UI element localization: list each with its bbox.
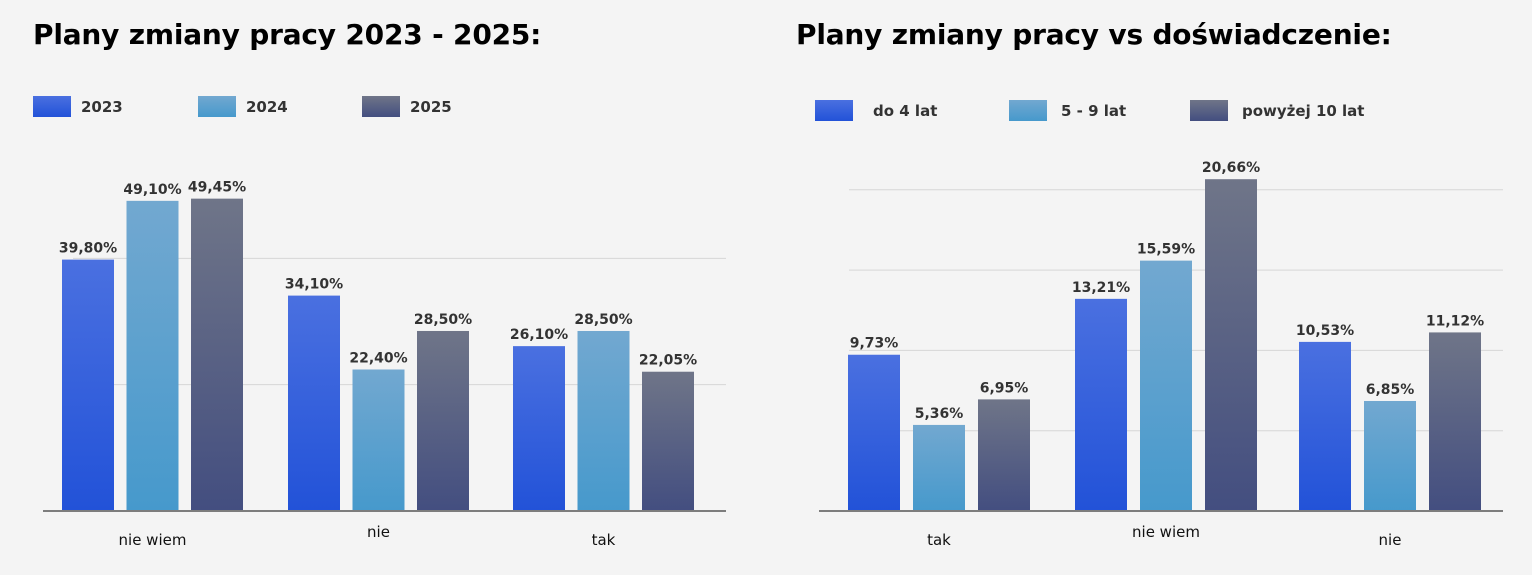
chart-panel-plans-by-experience: Plany zmiany pracy vs doświadczenie: do …	[766, 0, 1532, 575]
legend-item-2025: 2025	[362, 96, 452, 117]
legend-swatch-2024	[198, 96, 236, 117]
bar-nie-wiem-do-4-lat	[1075, 298, 1127, 511]
chart-title: Plany zmiany pracy vs doświadczenie:	[796, 18, 1392, 51]
data-label-nie-wiem-2024: 49,10%	[123, 182, 181, 198]
bar-tak-powy-ej-10-lat	[978, 399, 1030, 511]
data-label-nie-powy-ej-10-lat: 11,12%	[1426, 313, 1484, 329]
data-label-tak-do-4-lat: 9,73%	[850, 336, 899, 352]
legend-item-2024: 2024	[198, 96, 288, 117]
legend-label-5-9-years: 5 - 9 lat	[1061, 101, 1127, 120]
legend-label-2023: 2023	[81, 97, 123, 116]
legend-swatch-2025	[362, 96, 400, 117]
category-label-tak: tak	[592, 531, 616, 549]
bar-nie-2024	[352, 369, 405, 511]
legend-label-2024: 2024	[246, 97, 288, 116]
data-label-nie-wiem-5-9-lat: 15,59%	[1137, 242, 1195, 258]
bar-nie-wiem-2025	[191, 198, 243, 511]
bar-nie-wiem-5-9-lat	[1140, 260, 1192, 511]
category-label-nie-wiem: nie wiem	[1132, 523, 1200, 541]
category-label-nie: nie	[1379, 531, 1402, 549]
chart-legend: do 4 lat 5 - 9 lat powyżej 10 lat	[766, 96, 1532, 126]
bar-nie-do-4-lat	[1299, 341, 1351, 511]
bar-nie-wiem-2024	[126, 200, 179, 511]
bar-tak-2023	[513, 346, 565, 511]
bar-tak-2024	[577, 330, 630, 511]
legend-label-2025: 2025	[410, 97, 452, 116]
data-label-nie-wiem-powy-ej-10-lat: 20,66%	[1202, 160, 1260, 176]
chart-panel-plans-by-year: Plany zmiany pracy 2023 - 2025: 2023 202…	[0, 18, 766, 549]
legend-item-2023: 2023	[33, 96, 123, 117]
bar-nie-2025	[417, 330, 469, 511]
bar-tak-do-4-lat	[848, 354, 900, 511]
data-label-tak-2025: 22,05%	[639, 353, 697, 369]
bar-nie-wiem-2023	[62, 259, 114, 511]
bar-chart-plans-by-year: 39,80% 49,10% 49,45% nie wiem 34,10% 22,40% 28…	[43, 180, 726, 549]
legend-swatch-2023	[33, 96, 71, 117]
bar-chart-plans-by-experience: 9,73% 5,36% 6,95% tak 13,21% 15,59% 20,66% nie …	[819, 160, 1503, 549]
data-label-tak-2023: 26,10%	[510, 327, 568, 343]
data-label-nie-wiem-2023: 39,80%	[59, 241, 117, 257]
legend-swatch-5-9-years	[1009, 100, 1047, 121]
legend-item-5-9-years: 5 - 9 lat	[1009, 100, 1126, 121]
data-label-nie-2024: 22,40%	[349, 351, 407, 367]
legend-swatch-up-to-4-years	[815, 100, 853, 121]
category-label-nie-wiem: nie wiem	[119, 531, 187, 549]
data-label-nie-5-9-lat: 6,85%	[1366, 382, 1415, 398]
data-label-tak-2024: 28,50%	[574, 312, 632, 328]
bar-nie-2023	[288, 295, 340, 511]
category-label-tak: tak	[927, 531, 951, 549]
category-label-nie: nie	[367, 523, 390, 541]
data-label-nie-do-4-lat: 10,53%	[1296, 323, 1354, 339]
chart-title: Plany zmiany pracy 2023 - 2025:	[33, 18, 542, 51]
legend-item-over-10-years: powyżej 10 lat	[1190, 100, 1364, 121]
legend-label-up-to-4-years: do 4 lat	[873, 101, 938, 120]
legend-item-up-to-4-years: do 4 lat	[815, 100, 937, 121]
legend-label-over-10-years: powyżej 10 lat	[1242, 101, 1365, 120]
bar-nie-powy-ej-10-lat	[1429, 332, 1481, 511]
data-label-tak-powy-ej-10-lat: 6,95%	[980, 380, 1029, 396]
bar-nie-wiem-powy-ej-10-lat	[1205, 179, 1257, 512]
data-label-nie-wiem-2025: 49,45%	[188, 180, 246, 196]
legend-swatch-over-10-years	[1190, 100, 1228, 121]
data-label-tak-5-9-lat: 5,36%	[915, 406, 964, 422]
data-label-nie-wiem-do-4-lat: 13,21%	[1072, 280, 1130, 296]
data-label-nie-2025: 28,50%	[414, 312, 472, 328]
data-label-nie-2023: 34,10%	[285, 277, 343, 293]
chart-legend: 2023 2024 2025	[0, 96, 766, 126]
bar-tak-2025	[642, 371, 694, 511]
bar-tak-5-9-lat	[913, 424, 965, 511]
bar-nie-5-9-lat	[1364, 400, 1416, 511]
